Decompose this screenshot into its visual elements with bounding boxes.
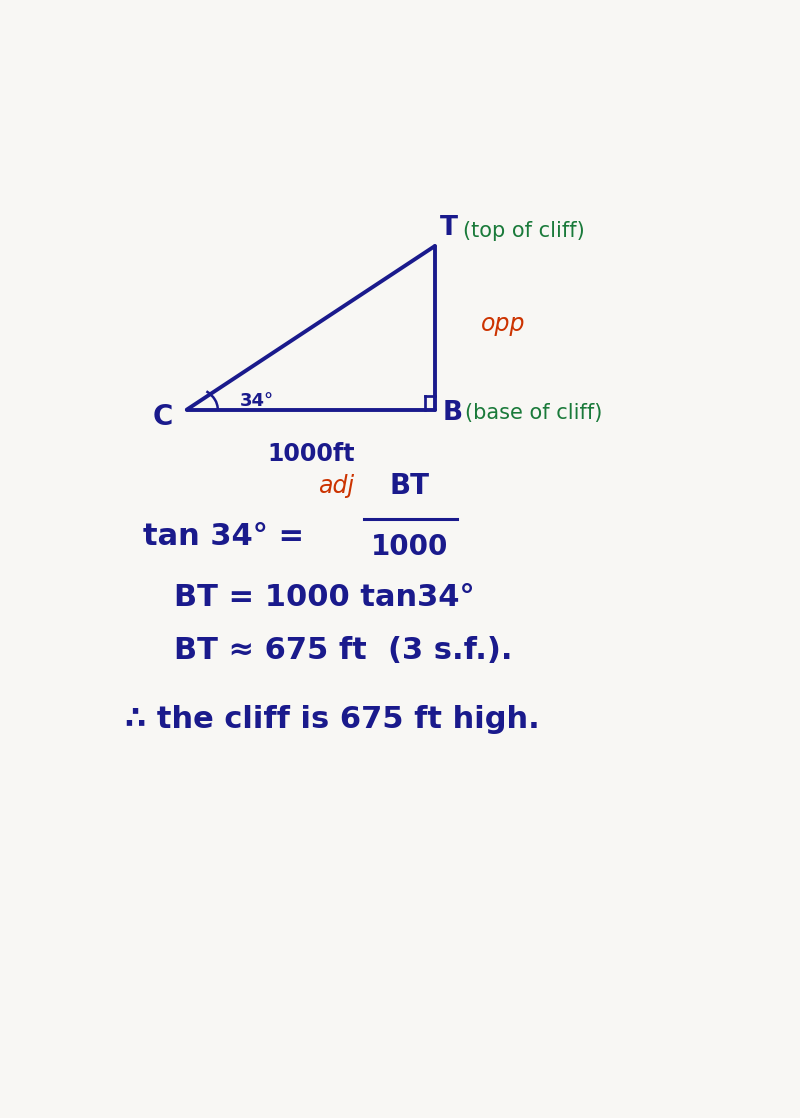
Text: opp: opp [482, 312, 526, 335]
Text: ∴ the cliff is 675 ft high.: ∴ the cliff is 675 ft high. [125, 705, 539, 735]
Text: BT: BT [390, 472, 430, 500]
Text: tan 34° =: tan 34° = [143, 522, 315, 551]
Text: adj: adj [318, 474, 354, 499]
Text: 34°: 34° [239, 392, 274, 410]
Text: BT ≈ 675 ft  (3 s.f.).: BT ≈ 675 ft (3 s.f.). [174, 636, 513, 665]
Text: B: B [442, 400, 462, 426]
Text: T: T [440, 215, 458, 240]
Text: (top of cliff): (top of cliff) [462, 221, 585, 240]
Text: C: C [153, 402, 173, 430]
Text: 1000: 1000 [371, 533, 449, 561]
Text: (base of cliff): (base of cliff) [465, 404, 602, 423]
Text: 1000ft: 1000ft [267, 443, 354, 466]
Text: BT = 1000 tan34°: BT = 1000 tan34° [174, 582, 475, 612]
